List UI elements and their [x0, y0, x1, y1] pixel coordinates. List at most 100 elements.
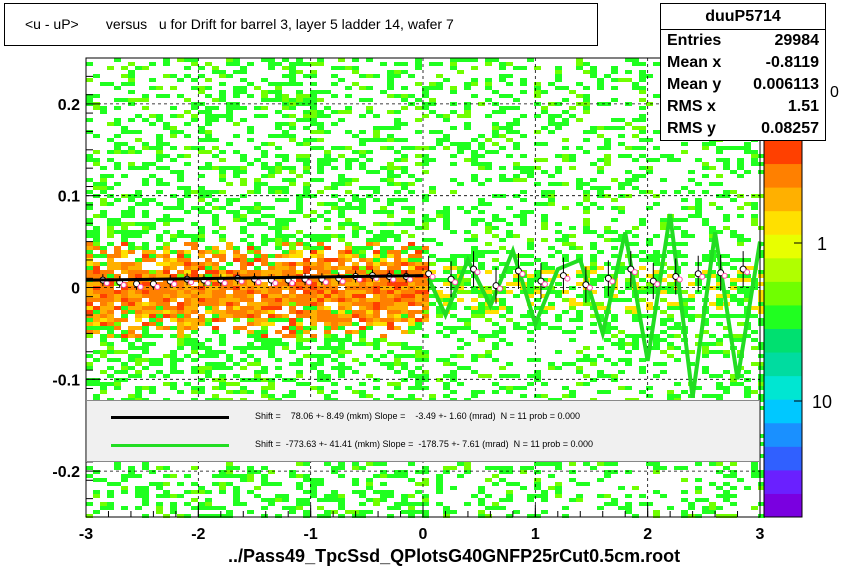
- heatmap-cell: [219, 166, 226, 170]
- heatmap-cell: [317, 126, 324, 130]
- heatmap-cell: [254, 190, 261, 194]
- heatmap-cell: [289, 178, 296, 182]
- heatmap-cell: [408, 206, 415, 210]
- heatmap-cell: [751, 462, 758, 466]
- heatmap-cell: [226, 118, 233, 122]
- heatmap-cell: [198, 366, 205, 370]
- heatmap-cell: [163, 250, 170, 254]
- heatmap-cell: [758, 170, 765, 174]
- heatmap-cell: [303, 102, 310, 106]
- heatmap-cell: [240, 258, 247, 262]
- heatmap-cell: [576, 246, 583, 250]
- heatmap-cell: [639, 62, 646, 66]
- heatmap-cell: [303, 258, 310, 262]
- heatmap-cell: [450, 486, 457, 490]
- heatmap-cell: [268, 206, 275, 210]
- heatmap-cell: [492, 502, 499, 506]
- heatmap-cell: [296, 210, 303, 214]
- heatmap-cell: [625, 362, 632, 366]
- heatmap-cell: [170, 502, 177, 506]
- heatmap-cell: [695, 158, 702, 162]
- heatmap-cell: [191, 246, 198, 250]
- stats-value: -0.8119: [765, 54, 819, 71]
- heatmap-cell: [233, 86, 240, 90]
- heatmap-cell: [324, 158, 331, 162]
- heatmap-cell: [114, 198, 121, 202]
- heatmap-cell: [156, 202, 163, 206]
- profile-point-pink: [474, 269, 481, 276]
- heatmap-cell: [170, 362, 177, 366]
- heatmap-cell: [443, 146, 450, 150]
- heatmap-cell: [478, 154, 485, 158]
- heatmap-cell: [415, 354, 422, 358]
- heatmap-cell: [730, 514, 737, 518]
- heatmap-cell: [478, 218, 485, 222]
- heatmap-cell: [296, 322, 303, 326]
- heatmap-cell: [366, 302, 373, 306]
- heatmap-cell: [275, 198, 282, 202]
- heatmap-cell: [128, 358, 135, 362]
- heatmap-cell: [674, 346, 681, 350]
- heatmap-cell: [639, 70, 646, 74]
- heatmap-cell: [464, 142, 471, 146]
- heatmap-cell: [93, 158, 100, 162]
- heatmap-cell: [562, 290, 569, 294]
- heatmap-cell: [338, 506, 345, 510]
- heatmap-cell: [681, 254, 688, 258]
- heatmap-cell: [282, 394, 289, 398]
- heatmap-cell: [359, 302, 366, 306]
- heatmap-cell: [555, 274, 562, 278]
- heatmap-cell: [100, 306, 107, 310]
- heatmap-cell: [660, 218, 667, 222]
- heatmap-cell: [163, 94, 170, 98]
- stats-box: duuP5714 Entries 29984 Mean x -0.8119 Me…: [660, 3, 826, 141]
- heatmap-cell: [142, 386, 149, 390]
- green-fit-polyline: [426, 213, 762, 398]
- heatmap-cell: [380, 474, 387, 478]
- heatmap-cell: [275, 482, 282, 486]
- heatmap-cell: [541, 214, 548, 218]
- heatmap-cell: [674, 466, 681, 470]
- heatmap-cell: [345, 162, 352, 166]
- heatmap-cell: [121, 330, 128, 334]
- heatmap-cell: [163, 286, 170, 290]
- heatmap-cell: [163, 214, 170, 218]
- heatmap-cell: [338, 262, 345, 266]
- heatmap-cell: [555, 230, 562, 234]
- heatmap-cell: [450, 390, 457, 394]
- heatmap-cell: [128, 222, 135, 226]
- heatmap-cell: [653, 334, 660, 338]
- heatmap-cell: [709, 270, 716, 274]
- heatmap-cell: [555, 74, 562, 78]
- heatmap-cell: [359, 502, 366, 506]
- heatmap-cell: [632, 86, 639, 90]
- heatmap-cell: [303, 138, 310, 142]
- heatmap-cell: [212, 350, 219, 354]
- heatmap-cell: [331, 82, 338, 86]
- heatmap-cell: [604, 494, 611, 498]
- heatmap-cell: [429, 190, 436, 194]
- heatmap-cell: [422, 298, 429, 302]
- heatmap-cell: [149, 342, 156, 346]
- heatmap-cell: [317, 254, 324, 258]
- heatmap-cell: [618, 142, 625, 146]
- heatmap-cell: [436, 130, 443, 134]
- heatmap-cell: [86, 270, 93, 274]
- heatmap-cell: [198, 186, 205, 190]
- heatmap-cell: [121, 98, 128, 102]
- heatmap-cell: [667, 346, 674, 350]
- heatmap-cell: [674, 290, 681, 294]
- heatmap-cell: [394, 310, 401, 314]
- heatmap-cell: [723, 390, 730, 394]
- heatmap-cell: [359, 266, 366, 270]
- heatmap-cell: [142, 178, 149, 182]
- heatmap-cell: [254, 306, 261, 310]
- heatmap-cell: [499, 374, 506, 378]
- heatmap-cell: [604, 470, 611, 474]
- heatmap-cell: [373, 126, 380, 130]
- heatmap-cell: [506, 94, 513, 98]
- heatmap-cell: [149, 470, 156, 474]
- heatmap-cell: [394, 354, 401, 358]
- heatmap-cell: [506, 310, 513, 314]
- heatmap-cell: [681, 186, 688, 190]
